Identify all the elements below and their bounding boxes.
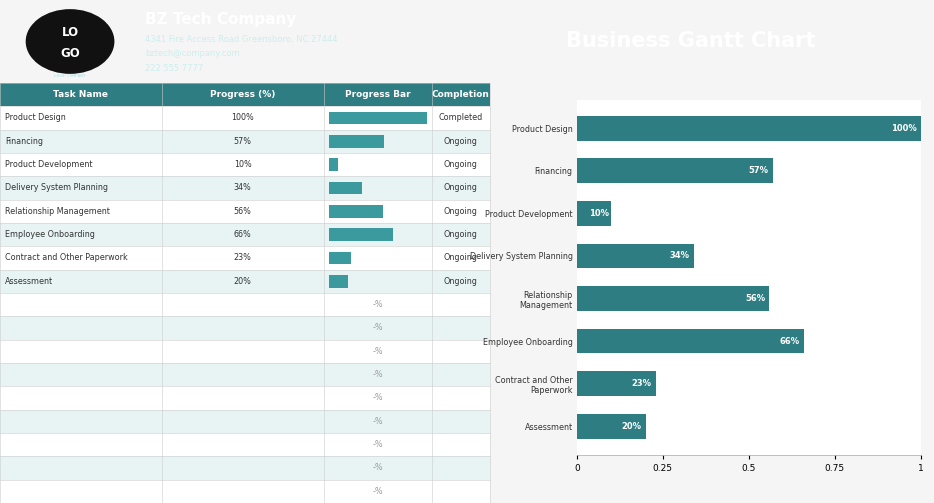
- Text: 57%: 57%: [749, 166, 769, 176]
- Bar: [577, 243, 694, 268]
- Text: 10%: 10%: [234, 160, 251, 169]
- Text: Ongoing: Ongoing: [444, 184, 478, 193]
- Bar: [577, 371, 656, 396]
- Bar: [329, 275, 348, 288]
- Bar: [577, 329, 804, 354]
- Bar: [0, 270, 490, 293]
- Text: Financing: Financing: [5, 137, 43, 146]
- Text: -%: -%: [373, 393, 383, 402]
- Text: 100%: 100%: [891, 124, 916, 133]
- Text: 10%: 10%: [589, 209, 610, 218]
- Bar: [0, 130, 490, 153]
- Text: BZ Tech Company: BZ Tech Company: [145, 13, 296, 28]
- Text: -%: -%: [373, 463, 383, 472]
- Bar: [577, 158, 772, 183]
- Ellipse shape: [25, 9, 114, 74]
- Text: Completion: Completion: [432, 90, 489, 99]
- Text: LO: LO: [62, 26, 78, 39]
- Text: Product Design: Product Design: [5, 114, 65, 123]
- Bar: [0, 153, 490, 177]
- Text: Ongoing: Ongoing: [444, 254, 478, 263]
- Text: -%: -%: [373, 323, 383, 332]
- Text: 20%: 20%: [621, 422, 642, 431]
- Text: 222 555 7777: 222 555 7777: [145, 64, 203, 73]
- Bar: [329, 182, 361, 195]
- Bar: [329, 205, 384, 218]
- Bar: [577, 286, 770, 311]
- Text: Ongoing: Ongoing: [444, 230, 478, 239]
- Text: Ongoing: Ongoing: [444, 137, 478, 146]
- Text: Contract and Other Paperwork: Contract and Other Paperwork: [5, 254, 128, 263]
- Bar: [0, 340, 490, 363]
- Bar: [0, 480, 490, 503]
- Bar: [0, 177, 490, 200]
- Bar: [329, 135, 385, 148]
- Text: 56%: 56%: [234, 207, 251, 216]
- Bar: [0, 83, 490, 106]
- Bar: [0, 409, 490, 433]
- Bar: [0, 106, 490, 130]
- Text: 34%: 34%: [670, 252, 689, 261]
- Bar: [0, 386, 490, 409]
- Text: 23%: 23%: [631, 379, 652, 388]
- Bar: [0, 433, 490, 456]
- Text: Ongoing: Ongoing: [444, 160, 478, 169]
- Text: -%: -%: [373, 487, 383, 496]
- Bar: [329, 252, 351, 265]
- Bar: [329, 158, 338, 171]
- Bar: [577, 414, 645, 439]
- Bar: [0, 363, 490, 386]
- Text: LOGO COMPANY: LOGO COMPANY: [54, 73, 86, 77]
- Bar: [0, 316, 490, 340]
- Bar: [329, 228, 393, 241]
- Text: Progress (%): Progress (%): [210, 90, 276, 99]
- Text: 100%: 100%: [232, 114, 254, 123]
- Bar: [0, 456, 490, 480]
- Bar: [577, 201, 611, 226]
- Text: Employee Onboarding: Employee Onboarding: [5, 230, 94, 239]
- Text: -%: -%: [373, 300, 383, 309]
- Text: -%: -%: [373, 347, 383, 356]
- Text: 56%: 56%: [745, 294, 765, 303]
- Text: 66%: 66%: [780, 337, 800, 346]
- Text: -%: -%: [373, 370, 383, 379]
- Text: -%: -%: [373, 417, 383, 426]
- Text: Completed: Completed: [439, 114, 483, 123]
- Text: 20%: 20%: [234, 277, 251, 286]
- Text: Delivery System Planning: Delivery System Planning: [5, 184, 108, 193]
- Text: Product Development: Product Development: [5, 160, 92, 169]
- Text: Ongoing: Ongoing: [444, 207, 478, 216]
- Text: Business Gantt Chart: Business Gantt Chart: [566, 32, 816, 51]
- Text: bztech@company.com: bztech@company.com: [145, 49, 239, 58]
- Bar: [0, 200, 490, 223]
- Bar: [0, 223, 490, 246]
- Text: Task Name: Task Name: [53, 90, 108, 99]
- Text: Relationship Management: Relationship Management: [5, 207, 110, 216]
- Bar: [329, 112, 427, 124]
- Text: 66%: 66%: [234, 230, 251, 239]
- Text: GO: GO: [60, 47, 80, 60]
- Bar: [577, 116, 921, 141]
- Text: Assessment: Assessment: [5, 277, 53, 286]
- Text: -%: -%: [373, 440, 383, 449]
- Bar: [0, 246, 490, 270]
- Text: 23%: 23%: [234, 254, 251, 263]
- Bar: [0, 293, 490, 316]
- Text: 4341 Fire Access Road Greensboro, NC 27444: 4341 Fire Access Road Greensboro, NC 274…: [145, 35, 337, 43]
- Text: Ongoing: Ongoing: [444, 277, 478, 286]
- Text: Progress Bar: Progress Bar: [345, 90, 410, 99]
- Text: 57%: 57%: [234, 137, 252, 146]
- Text: 34%: 34%: [234, 184, 251, 193]
